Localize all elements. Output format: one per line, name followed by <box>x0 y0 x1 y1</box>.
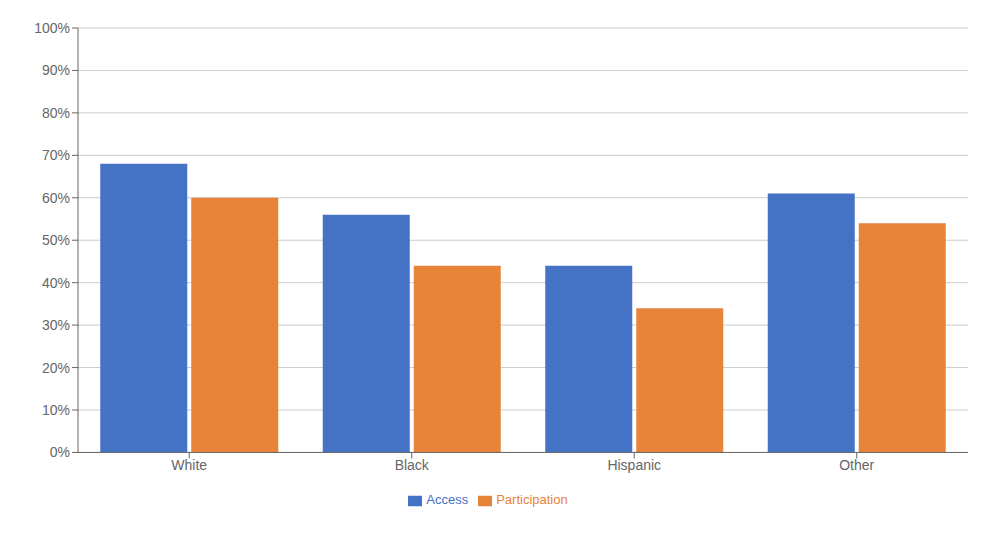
svg-text:10%: 10% <box>42 402 70 418</box>
svg-text:100%: 100% <box>34 20 70 36</box>
svg-text:90%: 90% <box>42 62 70 78</box>
html-text:Access: Access <box>426 492 469 508</box>
svg-text:50%: 50% <box>42 232 70 248</box>
svg-text:80%: 80% <box>42 105 70 121</box>
svg-text:70%: 70% <box>42 147 70 163</box>
svg-text:60%: 60% <box>42 190 70 206</box>
html-text:Participation: Participation <box>496 492 568 508</box>
svg-text:Hispanic: Hispanic <box>607 457 661 473</box>
svg-text:Black: Black <box>395 457 430 473</box>
svg-text:Other: Other <box>839 457 874 473</box>
svg-text:40%: 40% <box>42 275 70 291</box>
svg-text:0%: 0% <box>50 444 70 460</box>
svg-text:White: White <box>171 457 207 473</box>
svg-text:20%: 20% <box>42 360 70 376</box>
svg-text:30%: 30% <box>42 317 70 333</box>
